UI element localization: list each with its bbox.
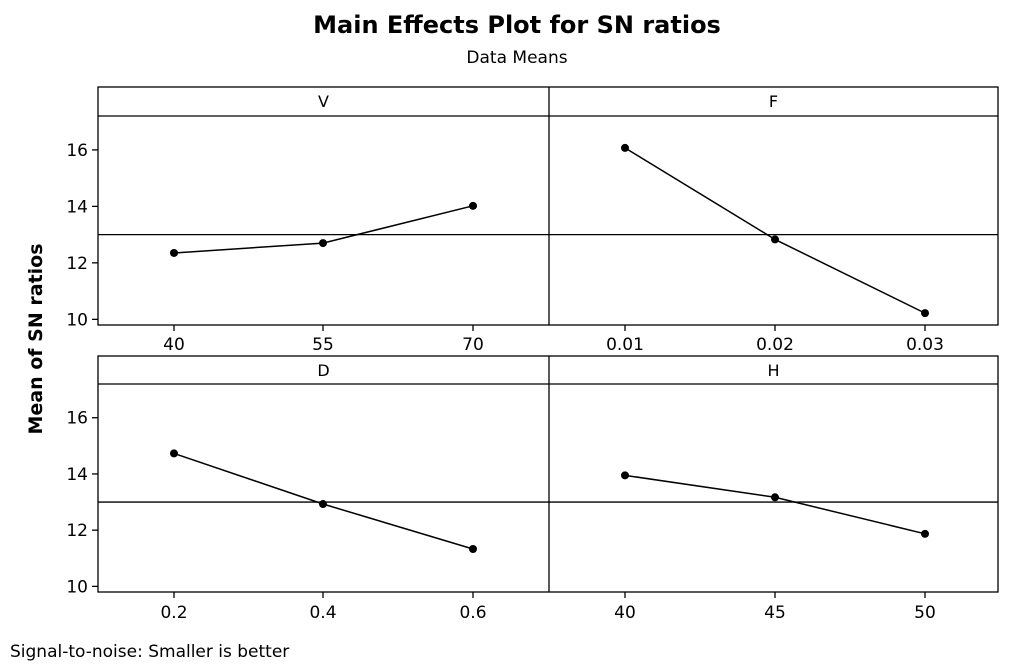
data-point-f xyxy=(921,309,929,318)
panel-frame-row-1 xyxy=(97,86,999,326)
y-tick-label: 12 xyxy=(66,521,88,541)
y-tick-label: 12 xyxy=(66,254,88,274)
x-tick-label: 45 xyxy=(764,603,786,623)
data-point-d xyxy=(170,449,178,458)
x-tick-label: 70 xyxy=(462,335,484,355)
chart-title: Main Effects Plot for SN ratios xyxy=(313,11,721,39)
data-point-h xyxy=(621,471,629,480)
panel-f: F 0.01 0.02 0.03 xyxy=(606,92,944,355)
x-tick-label: 40 xyxy=(614,603,636,623)
footnote: Signal-to-noise: Smaller is better xyxy=(10,642,289,662)
data-point-f xyxy=(771,235,779,244)
panel-d: D 0.2 0.4 0.6 xyxy=(160,361,486,623)
plot-panels: 10 12 14 16 10 12 14 16 V 40 55 70 F 0.01 0.02 0.03 D 0.2… xyxy=(66,86,999,623)
data-point-d xyxy=(319,500,327,509)
x-tick-label: 0.01 xyxy=(606,335,644,355)
series-line-f xyxy=(624,147,926,314)
panel-h: H 40 45 50 xyxy=(614,361,936,623)
panel-label-h: H xyxy=(767,361,779,380)
y-tick-label: 10 xyxy=(66,310,88,330)
panel-label-d: D xyxy=(317,361,329,380)
panel-label-f: F xyxy=(769,92,778,111)
y-tick-label: 16 xyxy=(66,141,88,161)
panel-v: V 40 55 70 xyxy=(163,92,484,355)
x-tick-label: 0.02 xyxy=(756,335,794,355)
x-tick-label: 0.2 xyxy=(160,603,187,623)
data-point-h xyxy=(771,493,779,502)
x-tick-label: 0.03 xyxy=(906,335,944,355)
data-point-h xyxy=(921,529,929,538)
x-tick-label: 50 xyxy=(914,603,936,623)
data-point-v xyxy=(170,248,178,257)
y-tick-label: 10 xyxy=(66,577,88,597)
x-tick-label: 0.4 xyxy=(309,603,336,623)
x-tick-label: 40 xyxy=(163,335,185,355)
y-axis-label: Mean of SN ratios xyxy=(25,243,47,434)
x-tick-label: 0.6 xyxy=(459,603,486,623)
data-point-d xyxy=(469,544,477,553)
y-tick-label: 16 xyxy=(66,409,88,429)
panel-label-v: V xyxy=(318,92,329,111)
x-tick-label: 55 xyxy=(312,335,334,355)
data-point-f xyxy=(621,143,629,152)
y-tick-label: 14 xyxy=(66,465,88,485)
y-tick-label: 14 xyxy=(66,197,88,217)
data-point-v xyxy=(319,239,327,248)
chart-subtitle: Data Means xyxy=(466,48,567,68)
data-point-v xyxy=(469,201,477,210)
series-line-h xyxy=(624,474,926,535)
